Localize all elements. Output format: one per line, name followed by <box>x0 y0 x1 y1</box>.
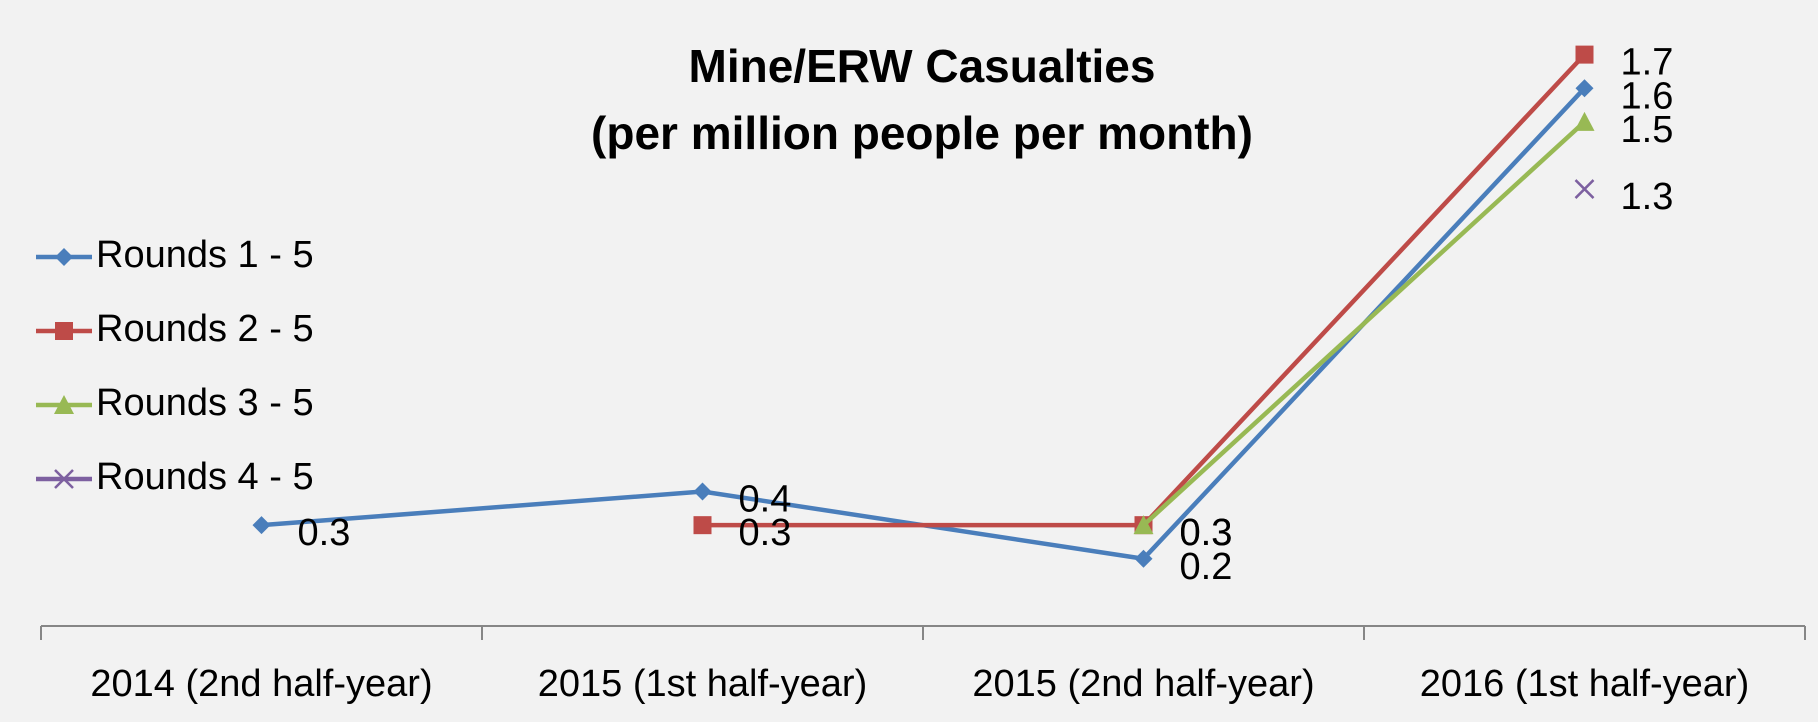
x-tick-label: 2015 (2nd half-year) <box>972 663 1314 705</box>
data-label: 0.4 <box>739 479 792 521</box>
data-label: 0.3 <box>1180 512 1233 554</box>
data-point <box>252 516 271 535</box>
legend-label: Rounds 1 - 5 <box>96 234 314 276</box>
legend-label: Rounds 2 - 5 <box>96 308 314 350</box>
legend-marker <box>55 322 73 340</box>
legend-label: Rounds 3 - 5 <box>96 382 314 424</box>
legend-marker <box>55 248 73 266</box>
series-line <box>1141 120 1587 527</box>
data-point <box>1575 79 1594 98</box>
legend-label: Rounds 4 - 5 <box>96 456 314 498</box>
x-tick-label: 2015 (1st half-year) <box>538 663 868 705</box>
data-label: 1.6 <box>1621 75 1674 117</box>
x-tick-label: 2014 (2nd half-year) <box>90 663 432 705</box>
data-point <box>1133 515 1154 535</box>
data-point <box>1574 111 1595 131</box>
x-tick-label: 2016 (1st half-year) <box>1420 663 1750 705</box>
data-label: 0.3 <box>739 512 792 554</box>
chart-title: Mine/ERW Casualties <box>689 40 1156 92</box>
data-label: 1.3 <box>1621 176 1674 218</box>
data-label: 0.3 <box>298 512 351 554</box>
data-point <box>1574 179 1595 199</box>
data-label: 0.2 <box>1180 546 1233 588</box>
data-point <box>1134 549 1153 568</box>
legend-marker <box>54 395 74 414</box>
legend-marker <box>54 469 74 489</box>
data-point <box>693 482 712 501</box>
data-label: 1.5 <box>1621 109 1674 151</box>
data-label: 0.3 <box>1180 512 1233 554</box>
chart-subtitle: (per million people per month) <box>591 107 1253 159</box>
data-label: 1.7 <box>1621 42 1674 84</box>
data-point <box>693 516 712 535</box>
data-point <box>1575 45 1594 64</box>
